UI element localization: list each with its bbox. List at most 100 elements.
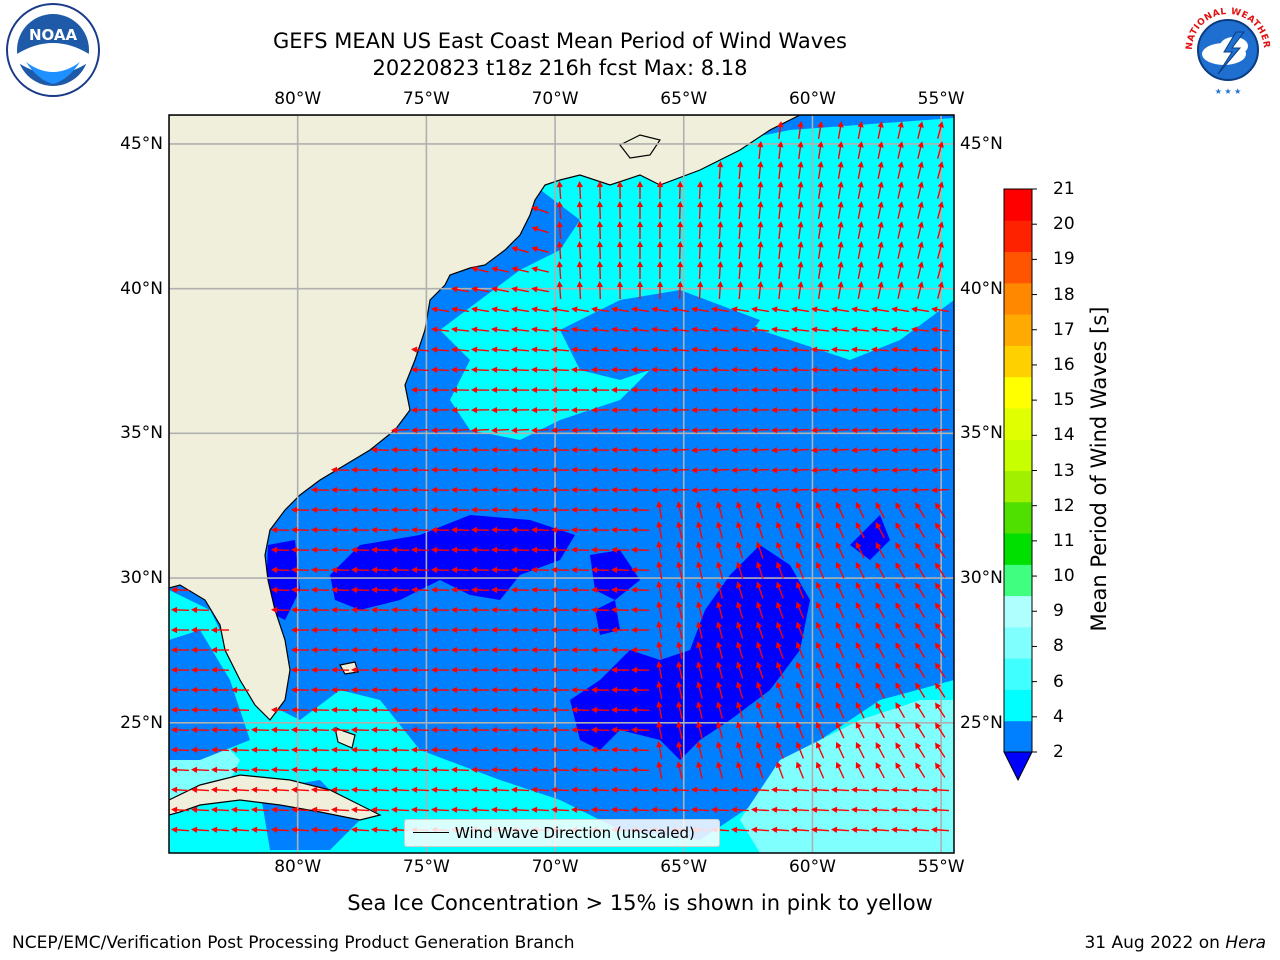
wind-wave-arrow (616, 221, 624, 240)
wind-wave-arrow (571, 686, 590, 694)
wind-wave-arrow (855, 761, 865, 779)
wind-wave-arrow (191, 666, 210, 674)
wind-wave-arrow (631, 686, 650, 694)
wind-wave-arrow (616, 281, 624, 300)
wind-wave-arrow (931, 306, 949, 313)
wind-wave-arrow (851, 426, 870, 434)
wind-wave-arrow (431, 686, 450, 694)
colorbar-segment (1004, 564, 1032, 597)
wind-wave-arrow (691, 446, 710, 454)
wind-wave-arrow (491, 706, 510, 714)
wind-wave-arrow (636, 221, 644, 239)
wind-wave-arrow (391, 466, 410, 474)
wind-wave-arrow (391, 426, 410, 434)
wind-wave-arrow (917, 281, 924, 299)
wind-wave-arrow (716, 701, 724, 719)
wind-wave-arrow (931, 786, 950, 794)
wind-wave-arrow (596, 241, 604, 260)
wind-wave-arrow (651, 366, 670, 374)
wind-wave-arrow (451, 606, 470, 614)
wind-wave-arrow (651, 386, 670, 394)
wind-wave-arrow (911, 306, 929, 313)
wind-wave-arrow (691, 786, 710, 794)
wind-wave-arrow (797, 121, 804, 140)
wind-wave-arrow (871, 826, 890, 833)
wind-wave-arrow (311, 746, 330, 754)
wind-wave-arrow (611, 326, 630, 333)
wind-wave-arrow (935, 562, 946, 578)
wind-wave-arrow (371, 566, 390, 574)
wind-wave-arrow (736, 581, 744, 599)
wind-wave-arrow (751, 826, 770, 833)
wind-wave-arrow (651, 326, 670, 333)
wind-wave-arrow (656, 521, 663, 539)
wind-wave-arrow (795, 761, 805, 779)
wind-wave-arrow (651, 346, 670, 353)
wind-wave-arrow (795, 541, 805, 559)
wind-wave-arrow (411, 606, 430, 614)
wind-wave-arrow (511, 386, 530, 394)
wind-wave-arrow (936, 261, 944, 279)
wind-wave-arrow (511, 786, 530, 794)
wind-wave-arrow (371, 666, 390, 674)
wind-wave-arrow (837, 181, 844, 199)
wind-wave-arrow (491, 306, 509, 313)
wind-wave-arrow (855, 721, 865, 739)
wind-wave-arrow (811, 386, 830, 394)
wind-wave-arrow (631, 506, 650, 514)
wind-wave-arrow (271, 766, 290, 774)
wind-wave-arrow (591, 766, 610, 774)
wind-wave-arrow (811, 326, 830, 333)
wind-wave-arrow (351, 706, 370, 714)
wind-wave-arrow (531, 706, 550, 714)
wind-wave-arrow (656, 241, 664, 260)
colorbar-tick-label: 12 (1053, 495, 1075, 516)
wind-wave-arrow (471, 406, 490, 414)
wind-wave-arrow (691, 466, 710, 474)
wind-wave-arrow (451, 326, 470, 333)
wind-wave-arrow (611, 386, 630, 394)
wind-wave-arrow (676, 181, 684, 200)
wind-wave-arrow (291, 686, 310, 694)
wind-wave-arrow (897, 241, 904, 259)
wind-wave-arrow (291, 546, 310, 554)
wind-wave-arrow (591, 606, 610, 614)
wind-wave-arrow (915, 562, 926, 579)
wind-wave-arrow (911, 486, 930, 494)
wind-wave-arrow (331, 686, 350, 694)
wind-wave-arrow (777, 261, 784, 280)
colorbar-tick-label: 13 (1053, 460, 1075, 481)
wind-wave-arrow (756, 601, 764, 619)
wind-wave-arrow (231, 766, 250, 774)
wind-wave-arrow (511, 646, 530, 654)
wind-wave-arrow (611, 406, 630, 414)
wind-wave-arrow (791, 386, 810, 394)
wind-wave-arrow (736, 701, 744, 719)
wind-wave-arrow (817, 241, 824, 259)
wind-wave-arrow (491, 486, 510, 494)
wind-wave-arrow (591, 346, 610, 353)
wind-wave-arrow (571, 406, 590, 414)
wind-wave-arrow (331, 526, 350, 534)
wind-wave-arrow (656, 641, 663, 659)
wind-wave-arrow (211, 726, 230, 734)
wind-wave-arrow (591, 786, 610, 794)
wind-wave-arrow (271, 726, 290, 734)
wind-wave-arrow (736, 501, 744, 519)
wind-wave-arrow (411, 446, 430, 454)
wind-wave-arrow (696, 261, 704, 280)
wind-wave-arrow (531, 546, 550, 554)
wind-wave-arrow (791, 366, 810, 374)
wind-wave-arrow (935, 582, 946, 598)
wind-wave-arrow (371, 506, 390, 514)
wind-wave-arrow (411, 466, 430, 474)
wind-wave-arrow (191, 746, 210, 754)
wind-wave-arrow (591, 366, 610, 374)
wind-wave-arrow (737, 241, 744, 260)
wind-wave-arrow (311, 706, 330, 714)
wind-wave-arrow (791, 806, 810, 813)
wind-wave-arrow (391, 446, 410, 454)
wind-wave-arrow (716, 581, 724, 599)
wind-wave-arrow (311, 506, 330, 514)
wind-wave-arrow (451, 726, 470, 734)
